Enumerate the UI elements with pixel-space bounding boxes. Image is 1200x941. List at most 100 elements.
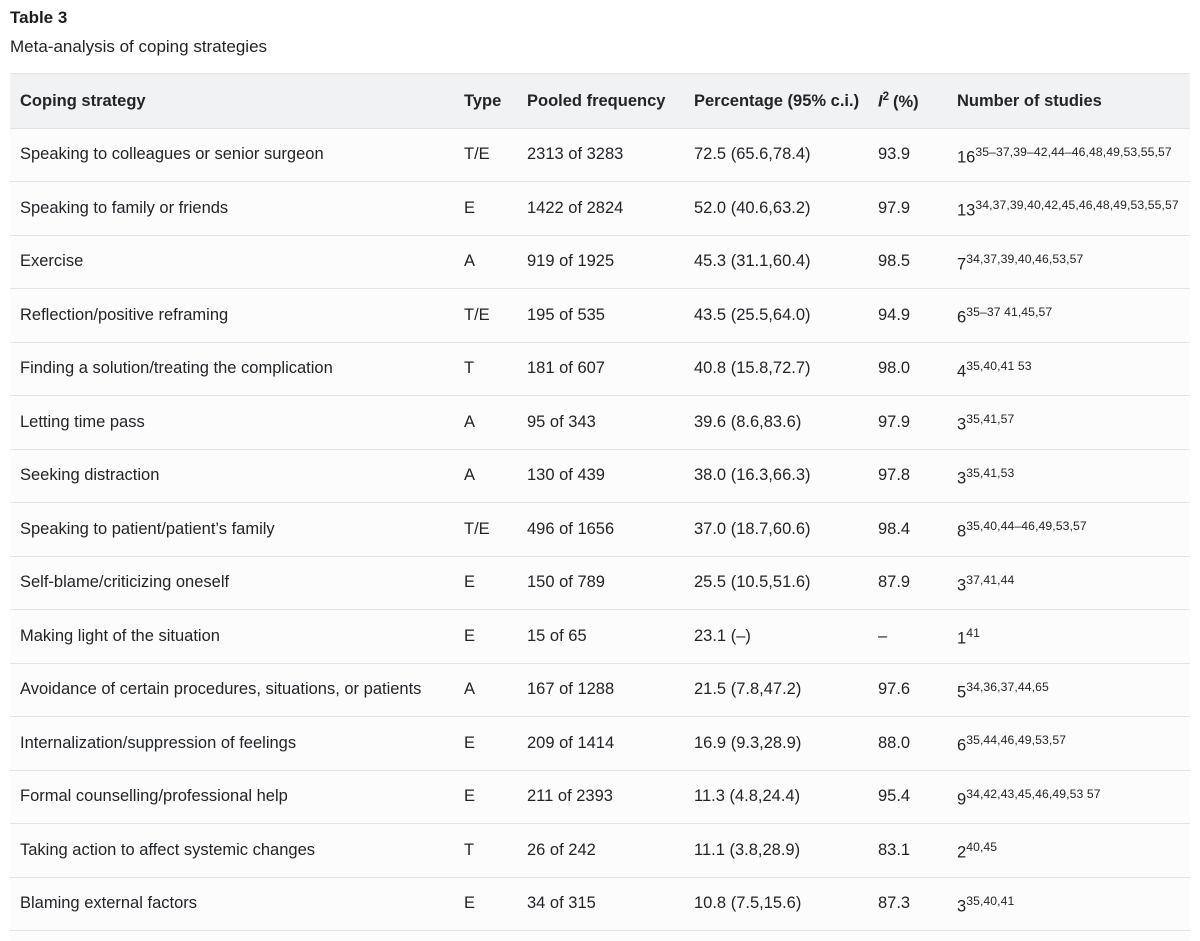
number-of-studies-cell: 240,45	[947, 823, 1190, 878]
type-cell: T/E	[454, 128, 517, 182]
table-row: Formal counselling/professional help E 2…	[10, 770, 1190, 824]
coping-strategy-cell: Avoidance of certain procedures, situati…	[10, 663, 454, 717]
study-reference-superscripts[interactable]: 35,40,41 53	[966, 358, 1032, 373]
study-reference-superscripts[interactable]: 40,45	[966, 840, 998, 854]
coping-strategy-cell: Self-blame/criticizing oneself	[10, 556, 454, 610]
study-reference-superscripts[interactable]: 35–37,39–42,44–46,48,49,53,55,57	[975, 144, 1172, 159]
studies-count: 8	[957, 522, 967, 541]
table-row: Speaking to colleagues or senior surgeon…	[10, 128, 1190, 182]
study-reference-superscripts[interactable]: 35,41,53	[966, 465, 1015, 480]
number-of-studies-cell: 335,41,57	[947, 395, 1190, 450]
number-of-studies-cell: 435,40,41 53	[947, 342, 1190, 396]
study-reference-superscripts[interactable]: 35,41,57	[966, 412, 1015, 426]
study-reference-superscripts[interactable]: 35,40,41	[966, 893, 1015, 908]
i2-cell: 95.4	[868, 770, 947, 824]
type-cell: A	[454, 395, 517, 450]
coping-strategy-cell: Formal counselling/professional help	[10, 770, 454, 824]
percentage-cell: 10.8 (7.5,15.6)	[684, 877, 868, 931]
study-reference-superscripts[interactable]: 34,42,43,45,46,49,53 57	[966, 786, 1101, 801]
study-reference-superscripts[interactable]: 41	[966, 626, 980, 640]
study-reference-superscripts[interactable]: 34,37,39,40,42,45,46,48,49,53,55,57	[975, 198, 1179, 212]
study-reference-superscripts[interactable]: 34,37,39,40,46,53,57	[966, 251, 1084, 266]
studies-count: 2	[957, 843, 967, 862]
pooled-frequency-cell: 209 of 1414	[517, 716, 684, 771]
i2-cell: 98.5	[868, 235, 947, 289]
study-reference-superscripts[interactable]: 34,36,37,44,65	[966, 679, 1049, 694]
i2-cell: 98.0	[868, 342, 947, 396]
pooled-frequency-cell: 919 of 1925	[517, 235, 684, 289]
pooled-frequency-cell: 496 of 1656	[517, 502, 684, 557]
table-header-row: Coping strategy Type Pooled frequency Pe…	[10, 73, 1190, 129]
percentage-cell: 43.5 (25.5,64.0)	[684, 288, 868, 343]
i2-cell: 87.3	[868, 877, 947, 931]
i2-symbol: I	[878, 92, 883, 111]
table-row: Making light of the situation E 15 of 65…	[10, 609, 1190, 664]
percentage-cell: 52.0 (40.6,63.2)	[684, 181, 868, 236]
percentage-cell: 38.0 (16.3,66.3)	[684, 449, 868, 503]
studies-count: 1	[957, 629, 967, 648]
number-of-studies-cell: 534,36,37,44,65	[947, 663, 1190, 717]
pooled-frequency-cell: 167 of 1288	[517, 663, 684, 717]
type-cell: E	[454, 609, 517, 664]
coping-strategy-cell: Finding a solution/treating the complica…	[10, 342, 454, 396]
coping-strategy-cell: Exercise	[10, 235, 454, 289]
study-reference-superscripts[interactable]: 37,41,44	[966, 572, 1015, 587]
pooled-frequency-cell: 195 of 535	[517, 288, 684, 343]
type-cell: T/E	[454, 502, 517, 557]
studies-count: 3	[957, 897, 967, 915]
i2-cell: 93.9	[868, 128, 947, 182]
i2-cell: 97.9	[868, 395, 947, 450]
table-row: Speaking to patient/patient’s family T/E…	[10, 502, 1190, 557]
table-row: Blaming external factors E 34 of 315 10.…	[10, 877, 1190, 931]
percentage-cell: 72.5 (65.6,78.4)	[684, 128, 868, 182]
studies-count: 3	[957, 415, 967, 434]
pooled-frequency-cell: 130 of 439	[517, 449, 684, 503]
coping-strategy-cell: Seeking distraction	[10, 449, 454, 503]
percentage-cell: 45.3 (31.1,60.4)	[684, 235, 868, 289]
study-reference-superscripts[interactable]: 35,44,46,49,53,57	[966, 733, 1067, 747]
coping-strategy-cell: Reflection/positive reframing	[10, 288, 454, 343]
header-number-of-studies: Number of studies	[947, 73, 1190, 129]
study-reference-superscripts[interactable]: 35,40,44–46,49,53,57	[966, 519, 1087, 533]
table-title: Meta-analysis of coping strategies	[10, 37, 268, 56]
pooled-frequency-cell: 1422 of 2824	[517, 181, 684, 236]
table-body: Speaking to colleagues or senior surgeon…	[10, 128, 1190, 941]
header-i2: I2 (%)	[868, 73, 947, 129]
coping-strategy-cell: Speaking to family or friends	[10, 181, 454, 236]
studies-count: 9	[957, 790, 967, 808]
study-reference-superscripts[interactable]: 35–37 41,45,57	[966, 305, 1053, 319]
table-row: Self-blame/criticizing oneself E 150 of …	[10, 556, 1190, 610]
number-of-studies-cell: 335,40,41	[947, 877, 1190, 931]
table-row: Letting time pass A 95 of 343 39.6 (8.6,…	[10, 395, 1190, 450]
table-row: Exercise A 919 of 1925 45.3 (31.1,60.4) …	[10, 235, 1190, 289]
number-of-studies-cell: 1334,37,39,40,42,45,46,48,49,53,55,57	[947, 181, 1190, 236]
pooled-frequency-cell: 181 of 607	[517, 342, 684, 396]
pooled-frequency-cell: 150 of 789	[517, 556, 684, 610]
table-row: Seeking distraction A 130 of 439 38.0 (1…	[10, 449, 1190, 503]
studies-count: 13	[957, 201, 976, 220]
coping-strategy-cell: Making light of the situation	[10, 609, 454, 664]
number-of-studies-cell: 934,42,43,45,46,49,53 57	[947, 770, 1190, 824]
header-pooled-frequency: Pooled frequency	[517, 73, 684, 129]
type-cell: E	[454, 556, 517, 610]
table-row: Contact lawyer or medical defence organi…	[10, 930, 1190, 941]
header-type: Type	[454, 73, 517, 129]
i2-cell: –	[868, 609, 947, 664]
percentage-cell: 23.1 (–)	[684, 609, 868, 664]
percentage-cell: 10.6 (–)	[684, 930, 868, 941]
table-row: Taking action to affect systemic changes…	[10, 823, 1190, 878]
number-of-studies-cell: 137	[947, 930, 1190, 941]
type-cell: E	[454, 877, 517, 931]
percentage-cell: 39.6 (8.6,83.6)	[684, 395, 868, 450]
studies-count: 3	[957, 576, 967, 594]
table-row: Speaking to family or friends E 1422 of …	[10, 181, 1190, 236]
table-number-label: Table 3	[10, 8, 68, 27]
table-caption: Table 3 Meta-analysis of coping strategi…	[0, 0, 1200, 58]
type-cell: A	[454, 235, 517, 289]
type-cell: T	[454, 342, 517, 396]
studies-count: 7	[957, 255, 967, 273]
percentage-cell: 16.9 (9.3,28.9)	[684, 716, 868, 771]
header-percentage: Percentage (95% c.i.)	[684, 73, 868, 129]
i2-cell: 87.9	[868, 556, 947, 610]
meta-analysis-table: Coping strategy Type Pooled frequency Pe…	[10, 73, 1190, 941]
